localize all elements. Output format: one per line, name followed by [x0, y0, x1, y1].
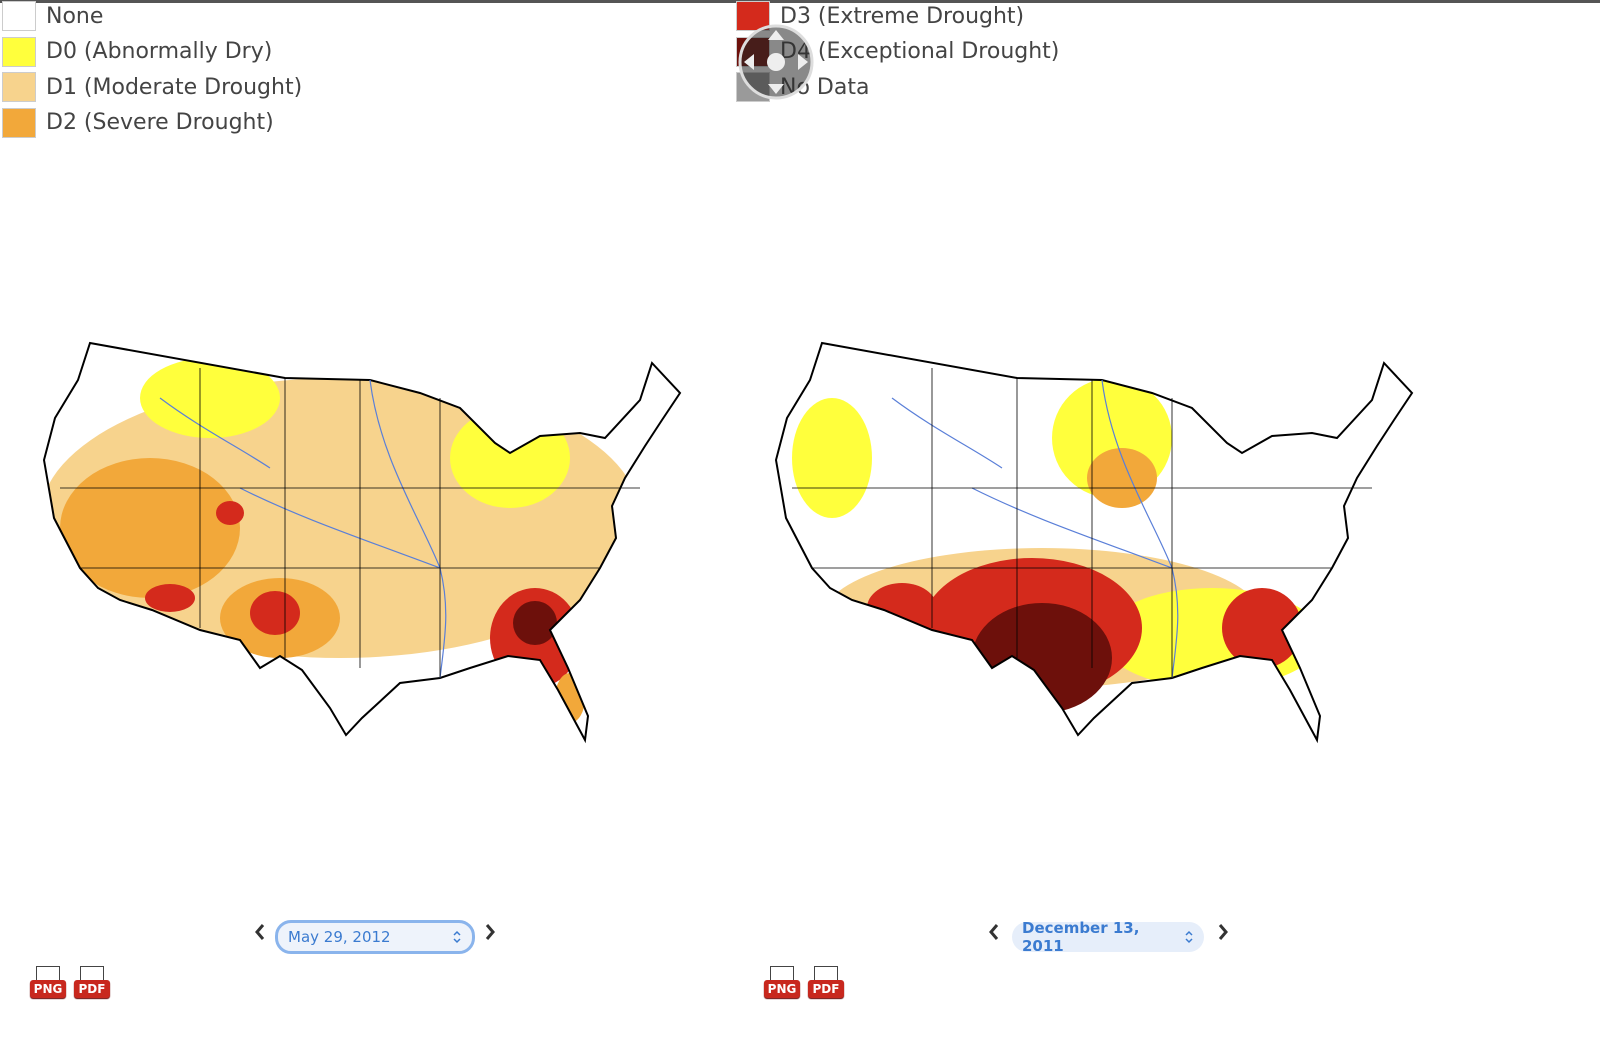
select-arrows [453, 930, 461, 944]
move-handle[interactable] [736, 22, 816, 102]
legend-label: None [46, 3, 104, 29]
download-label: PDF [808, 980, 844, 998]
select-arrows [1185, 930, 1193, 944]
legend-label: D2 (Severe Drought) [46, 110, 274, 135]
legend-item: D1 (Moderate Drought) [2, 71, 302, 103]
legend-label: D1 (Moderate Drought) [46, 74, 303, 100]
legend-item: D3 (Extreme Drought) [736, 0, 1024, 32]
drought-map [43, 342, 681, 741]
legend-swatch [2, 107, 36, 138]
legend-item: D0 (Abnormally Dry) [2, 36, 272, 68]
legend-label: D4 (Exceptional Drought) [780, 39, 1060, 64]
legend-swatch [2, 36, 36, 67]
download-button[interactable]: PNG [30, 966, 66, 1002]
legend-swatch [2, 1, 36, 31]
legend-swatch [736, 1, 770, 31]
drought-map [775, 342, 1413, 741]
download-button[interactable]: PNG [764, 966, 800, 1002]
legend-item: D2 (Severe Drought) [2, 107, 274, 139]
top-bar [0, 0, 1600, 3]
date-select[interactable]: December 13, 2011 [1012, 919, 1204, 955]
date-select[interactable]: May 29, 2012 [275, 920, 475, 954]
next-date[interactable] [483, 922, 497, 942]
prev-date[interactable] [253, 922, 267, 942]
next-date[interactable] [1216, 922, 1230, 942]
download-button[interactable]: PDF [808, 966, 844, 1002]
legend-item: None [2, 0, 103, 32]
prev-date[interactable] [987, 922, 1001, 942]
legend-label: D0 (Abnormally Dry) [46, 39, 273, 64]
download-label: PNG [764, 980, 800, 998]
date-text: May 29, 2012 [288, 928, 391, 946]
legend-swatch [2, 72, 36, 102]
download-button[interactable]: PDF [74, 966, 110, 1002]
date-text: December 13, 2011 [1022, 919, 1140, 955]
download-label: PNG [30, 980, 66, 998]
legend-label: D3 (Extreme Drought) [780, 3, 1025, 29]
download-label: PDF [74, 980, 110, 998]
